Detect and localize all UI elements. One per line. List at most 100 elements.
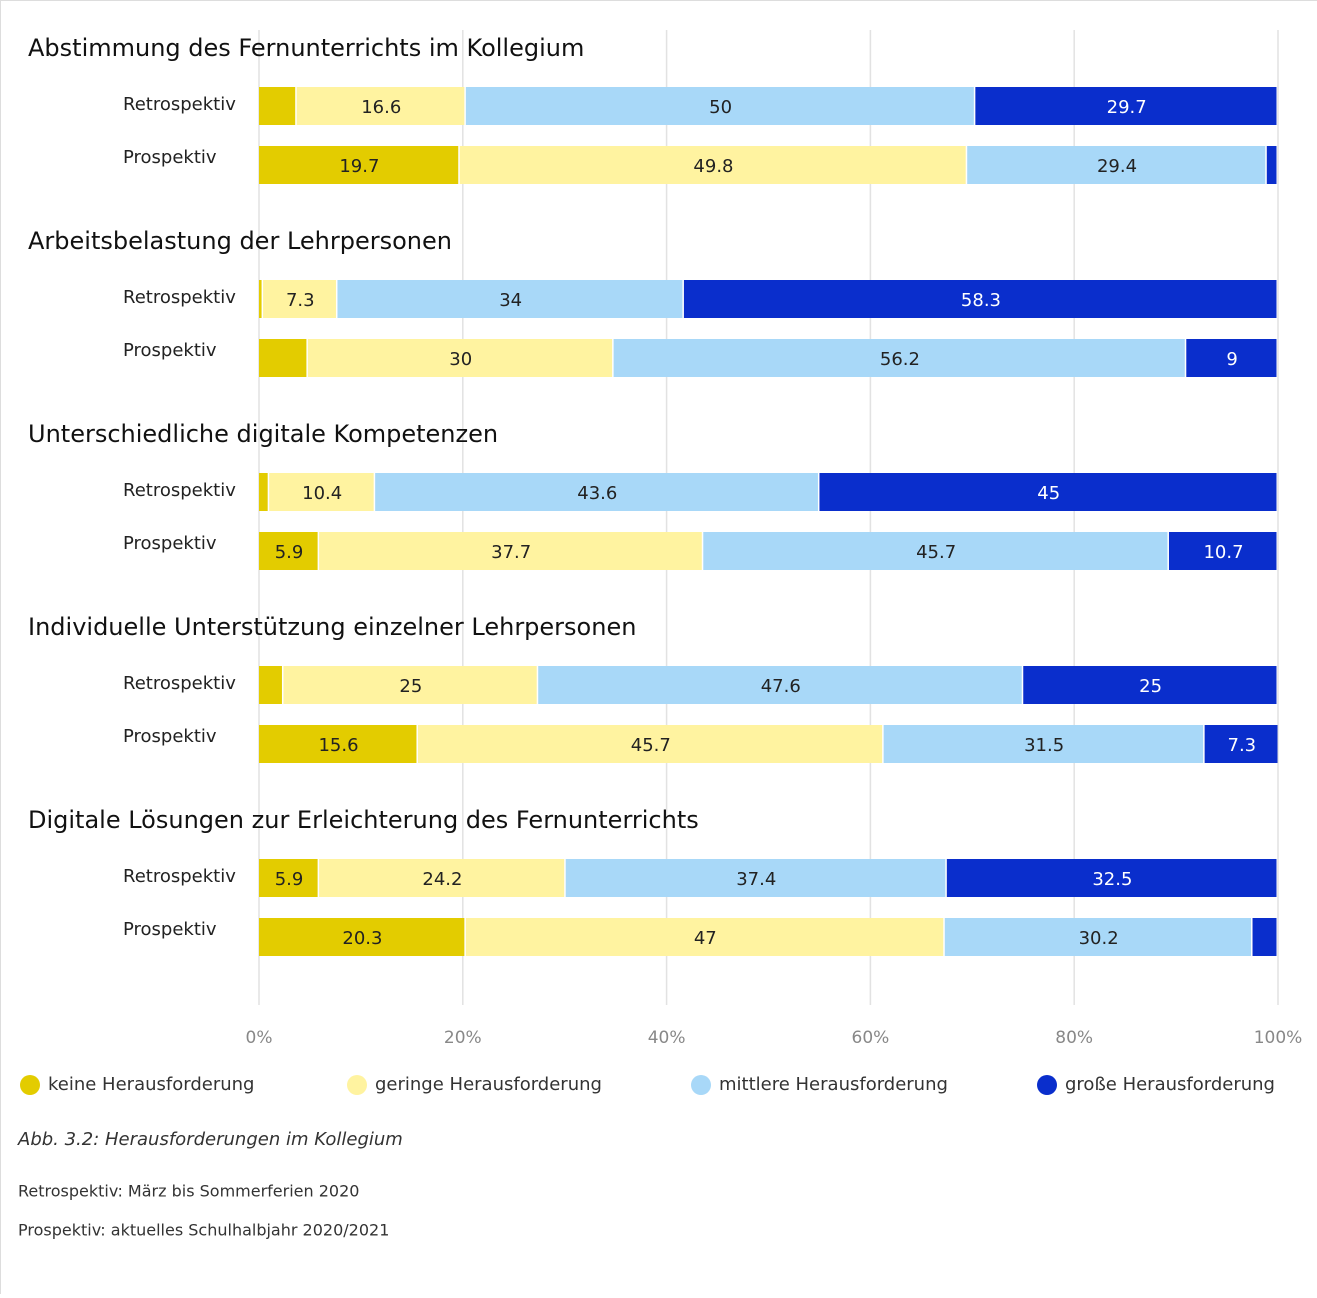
value-label: 32.5	[1092, 869, 1132, 890]
bar-segment	[283, 666, 537, 704]
value-label: 10.4	[302, 483, 342, 504]
value-label: 25	[1139, 676, 1162, 697]
group-title: Individuelle Unterstützung einzelner Leh…	[28, 613, 636, 641]
bar-segment	[946, 859, 1277, 897]
value-label: 29.7	[1107, 97, 1147, 118]
bar-segment	[337, 280, 683, 318]
bar-segment	[259, 473, 268, 511]
value-label: 9	[1226, 349, 1237, 370]
value-label: 50	[709, 97, 732, 118]
value-label: 47.6	[761, 676, 801, 697]
legend-swatch	[691, 1075, 711, 1095]
legend-label: mittlere Herausforderung	[719, 1074, 948, 1095]
x-tick-label: 20%	[444, 1028, 482, 1048]
bar-segment	[259, 859, 318, 897]
bar-segment	[319, 532, 702, 570]
value-label: 7.3	[1228, 735, 1257, 756]
row-label: Prospektiv	[123, 147, 217, 168]
row-label: Retrospektiv	[123, 94, 236, 115]
bar-segment	[967, 146, 1266, 184]
value-label: 19.7	[339, 156, 379, 177]
group-title: Arbeitsbelastung der Lehrpersonen	[28, 227, 452, 255]
bar-segment	[1023, 666, 1277, 704]
value-label: 34	[499, 290, 522, 311]
legend-swatch	[1037, 1075, 1057, 1095]
bar-segment	[259, 725, 417, 763]
note: Prospektiv: aktuelles Schulhalbjahr 2020…	[18, 1221, 389, 1240]
bar-segment	[417, 725, 883, 763]
value-label: 45.7	[916, 542, 956, 563]
bar-segment	[465, 87, 974, 125]
bar-segment	[703, 532, 1168, 570]
value-label: 30.2	[1079, 928, 1119, 949]
value-label: 20.3	[342, 928, 382, 949]
bar-segment	[259, 280, 262, 318]
bar-segment	[944, 918, 1252, 956]
value-label: 24.2	[422, 869, 462, 890]
value-label: 58.3	[961, 290, 1001, 311]
value-label: 37.4	[736, 869, 776, 890]
group-title: Unterschiedliche digitale Kompetenzen	[28, 420, 498, 448]
note: Retrospektiv: März bis Sommerferien 2020	[18, 1182, 359, 1201]
legend-label: keine Herausforderung	[48, 1074, 254, 1095]
bar-segment	[259, 146, 459, 184]
bar-segment	[1252, 918, 1277, 956]
value-label: 47	[694, 928, 717, 949]
row-label: Prospektiv	[123, 726, 217, 747]
row-label: Retrospektiv	[123, 866, 236, 887]
caption: Abb. 3.2: Herausforderungen im Kollegium	[17, 1129, 403, 1150]
legend-swatch	[347, 1075, 367, 1095]
bar-segment	[538, 666, 1022, 704]
bar-segment	[307, 339, 613, 377]
value-label: 37.7	[491, 542, 531, 563]
value-label: 30	[449, 349, 472, 370]
x-tick-label: 0%	[246, 1028, 273, 1048]
group-title: Digitale Lösungen zur Erleichterung des …	[28, 806, 699, 834]
row-label: Retrospektiv	[123, 287, 236, 308]
bar-segment	[1204, 725, 1278, 763]
bar-segment	[565, 859, 946, 897]
bar-segment	[683, 280, 1277, 318]
row-label: Prospektiv	[123, 340, 217, 361]
x-tick-label: 40%	[648, 1028, 686, 1048]
bar-segment	[259, 918, 465, 956]
bar-segment	[465, 918, 944, 956]
row-label: Retrospektiv	[123, 673, 236, 694]
value-label: 56.2	[880, 349, 920, 370]
value-label: 5.9	[275, 542, 304, 563]
bar-segment	[259, 87, 296, 125]
value-label: 7.3	[286, 290, 315, 311]
bar-segment	[319, 859, 565, 897]
bar-segment	[269, 473, 374, 511]
row-label: Retrospektiv	[123, 480, 236, 501]
bar-segment	[819, 473, 1277, 511]
value-label: 43.6	[577, 483, 617, 504]
row-label: Prospektiv	[123, 919, 217, 940]
legend-label: große Herausforderung	[1065, 1074, 1275, 1095]
value-label: 29.4	[1097, 156, 1137, 177]
bar-segment	[1266, 146, 1277, 184]
x-tick-label: 60%	[852, 1028, 890, 1048]
bar-segment	[259, 339, 307, 377]
bar-segment	[375, 473, 818, 511]
bar-segment	[1186, 339, 1277, 377]
bar-segment	[259, 666, 282, 704]
bar-segment	[613, 339, 1185, 377]
value-label: 5.9	[275, 869, 304, 890]
value-label: 45	[1037, 483, 1060, 504]
value-label: 45.7	[631, 735, 671, 756]
value-label: 16.6	[361, 97, 401, 118]
legend-label: geringe Herausforderung	[375, 1074, 602, 1095]
x-tick-label: 100%	[1254, 1028, 1303, 1048]
bar-segment	[1168, 532, 1277, 570]
x-tick-label: 80%	[1055, 1028, 1093, 1048]
bar-segment	[259, 532, 318, 570]
value-label: 49.8	[693, 156, 733, 177]
value-label: 15.6	[318, 735, 358, 756]
group-title: Abstimmung des Fernunterrichts im Kolleg…	[28, 34, 584, 62]
bar-segment	[263, 280, 336, 318]
row-label: Prospektiv	[123, 533, 217, 554]
bar-segment	[883, 725, 1204, 763]
